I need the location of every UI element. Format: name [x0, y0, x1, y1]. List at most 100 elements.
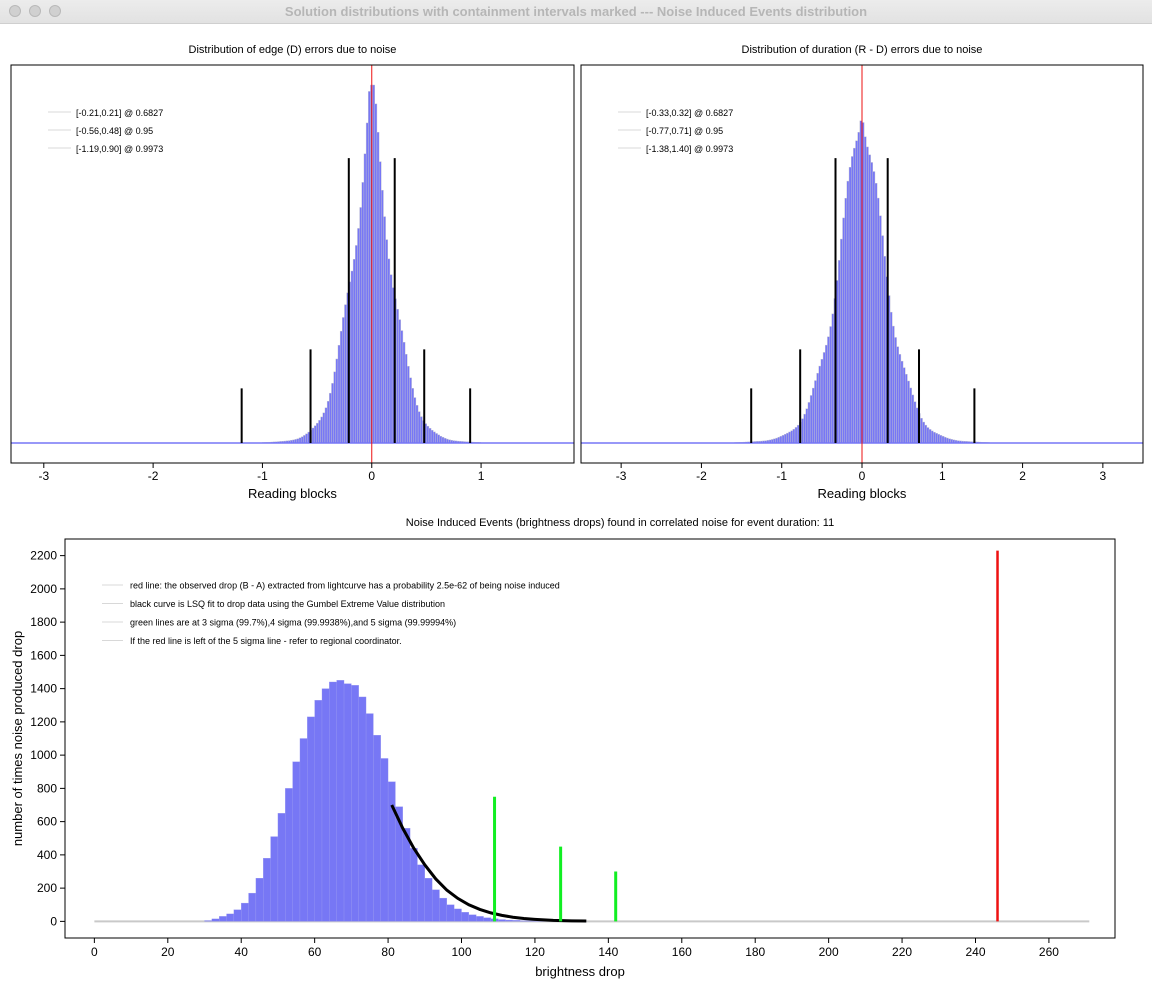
histogram-bar — [378, 161, 382, 444]
legend-entry: [-0.56,0.48] @ 0.95 — [76, 126, 153, 136]
histogram-bar — [322, 412, 326, 444]
histogram-bar — [376, 132, 380, 444]
histogram-bar — [505, 919, 514, 922]
histogram-bar — [803, 413, 807, 444]
x-tick-label: 160 — [672, 945, 692, 959]
histogram-bar — [336, 680, 345, 922]
histogram-bar — [311, 427, 315, 444]
x-axis-label: Reading blocks — [248, 486, 337, 501]
histogram-bar — [420, 416, 423, 444]
histogram-bar — [870, 162, 874, 444]
histogram-bars — [204, 680, 587, 922]
x-tick-label: -2 — [148, 469, 159, 483]
histogram-bar — [396, 308, 399, 444]
x-tick-label: 1 — [939, 469, 946, 483]
histogram-bar — [801, 418, 804, 444]
histogram-bar — [468, 914, 477, 922]
histogram-bar — [320, 416, 324, 444]
histogram-bar — [879, 215, 882, 444]
x-tick-label: 0 — [91, 945, 98, 959]
histogram-bar — [872, 171, 876, 444]
histogram-bar — [777, 437, 781, 444]
maximize-window-button[interactable] — [49, 5, 61, 17]
window-titlebar: Solution distributions with containment … — [0, 0, 1152, 24]
histogram-bar — [318, 420, 321, 444]
histogram-bar — [909, 387, 912, 444]
histogram-bar — [226, 913, 235, 922]
histogram-bar — [409, 848, 418, 922]
x-tick-label: 3 — [1100, 469, 1107, 483]
y-tick-label: 2200 — [30, 549, 57, 563]
histogram-bar — [305, 433, 308, 444]
legend-entry: [-0.33,0.32] @ 0.6827 — [646, 108, 733, 118]
chart-title: Distribution of duration (R - D) errors … — [742, 44, 983, 56]
histogram-bar — [439, 435, 443, 444]
histogram-bar — [248, 892, 257, 922]
histogram-bar — [930, 430, 934, 444]
histogram-bar — [335, 358, 339, 444]
legend-entry: If the red line is left of the 5 sigma l… — [130, 636, 402, 646]
histogram-bar — [868, 154, 871, 444]
histogram-bar — [316, 422, 319, 444]
histogram-bar — [263, 858, 271, 922]
histogram-bar — [900, 360, 904, 444]
histogram-bar — [805, 408, 809, 444]
x-tick-label: 1 — [478, 469, 485, 483]
histogram-bar — [361, 182, 365, 444]
histogram-bar — [285, 788, 293, 922]
histogram-bar — [894, 337, 897, 444]
histogram-bar — [298, 437, 302, 444]
histogram-bar — [926, 427, 930, 444]
histogram-bar — [385, 239, 388, 444]
x-tick-label: 0 — [368, 469, 375, 483]
histogram-bar — [373, 735, 381, 922]
histogram-bar — [883, 256, 886, 444]
histogram-bar — [372, 84, 375, 444]
histogram-bar — [381, 190, 384, 444]
x-tick-label: 180 — [745, 945, 765, 959]
histogram-bar — [292, 761, 301, 922]
histogram-bar — [430, 429, 434, 444]
plot-frame — [64, 538, 1116, 939]
histogram-bar — [855, 140, 858, 444]
minimize-window-button[interactable] — [29, 5, 41, 17]
histogram-bar — [853, 147, 856, 444]
histogram-bar — [892, 325, 895, 444]
histogram-bar — [314, 700, 323, 922]
x-tick-label: -2 — [696, 469, 707, 483]
chart-title: Noise Induced Events (brightness drops) … — [406, 517, 834, 529]
histogram-bar — [365, 122, 369, 444]
x-tick-label: -1 — [257, 469, 268, 483]
histogram-bar — [896, 346, 899, 444]
close-window-button[interactable] — [9, 5, 21, 17]
histogram-bar — [402, 341, 406, 444]
x-axis-label: Reading blocks — [818, 486, 907, 501]
histogram-bar — [933, 432, 936, 444]
histogram-bar — [359, 207, 362, 444]
x-tick-label: 220 — [892, 945, 912, 959]
histogram-bar — [786, 432, 789, 444]
histogram-bar — [846, 180, 850, 444]
histogram-bar — [829, 326, 832, 444]
histogram-bar — [307, 716, 315, 922]
histogram-bar — [407, 366, 410, 444]
histogram-bar — [428, 428, 432, 444]
histogram-bar — [363, 153, 367, 444]
legend-entry: red line: the observed drop (B - A) extr… — [130, 581, 560, 591]
histogram-bar — [820, 359, 824, 444]
histogram-bar — [822, 352, 826, 444]
y-tick-label: 1000 — [30, 748, 57, 762]
histogram-bar — [827, 336, 830, 444]
histogram-bar — [435, 433, 438, 444]
histogram-bar — [424, 878, 433, 922]
histogram-bar — [483, 917, 492, 922]
histogram-bar — [303, 435, 306, 444]
legend-entry: [-1.19,0.90] @ 0.9973 — [76, 144, 163, 154]
histogram-bar — [825, 344, 828, 444]
window-title: Solution distributions with containment … — [284, 4, 868, 19]
histogram-bar — [902, 367, 906, 444]
y-tick-label: 0 — [50, 914, 57, 928]
histogram-bar — [365, 713, 374, 922]
plot-frame — [10, 64, 575, 464]
chart-canvas: Distribution of edge (D) errors due to n… — [10, 44, 1144, 979]
